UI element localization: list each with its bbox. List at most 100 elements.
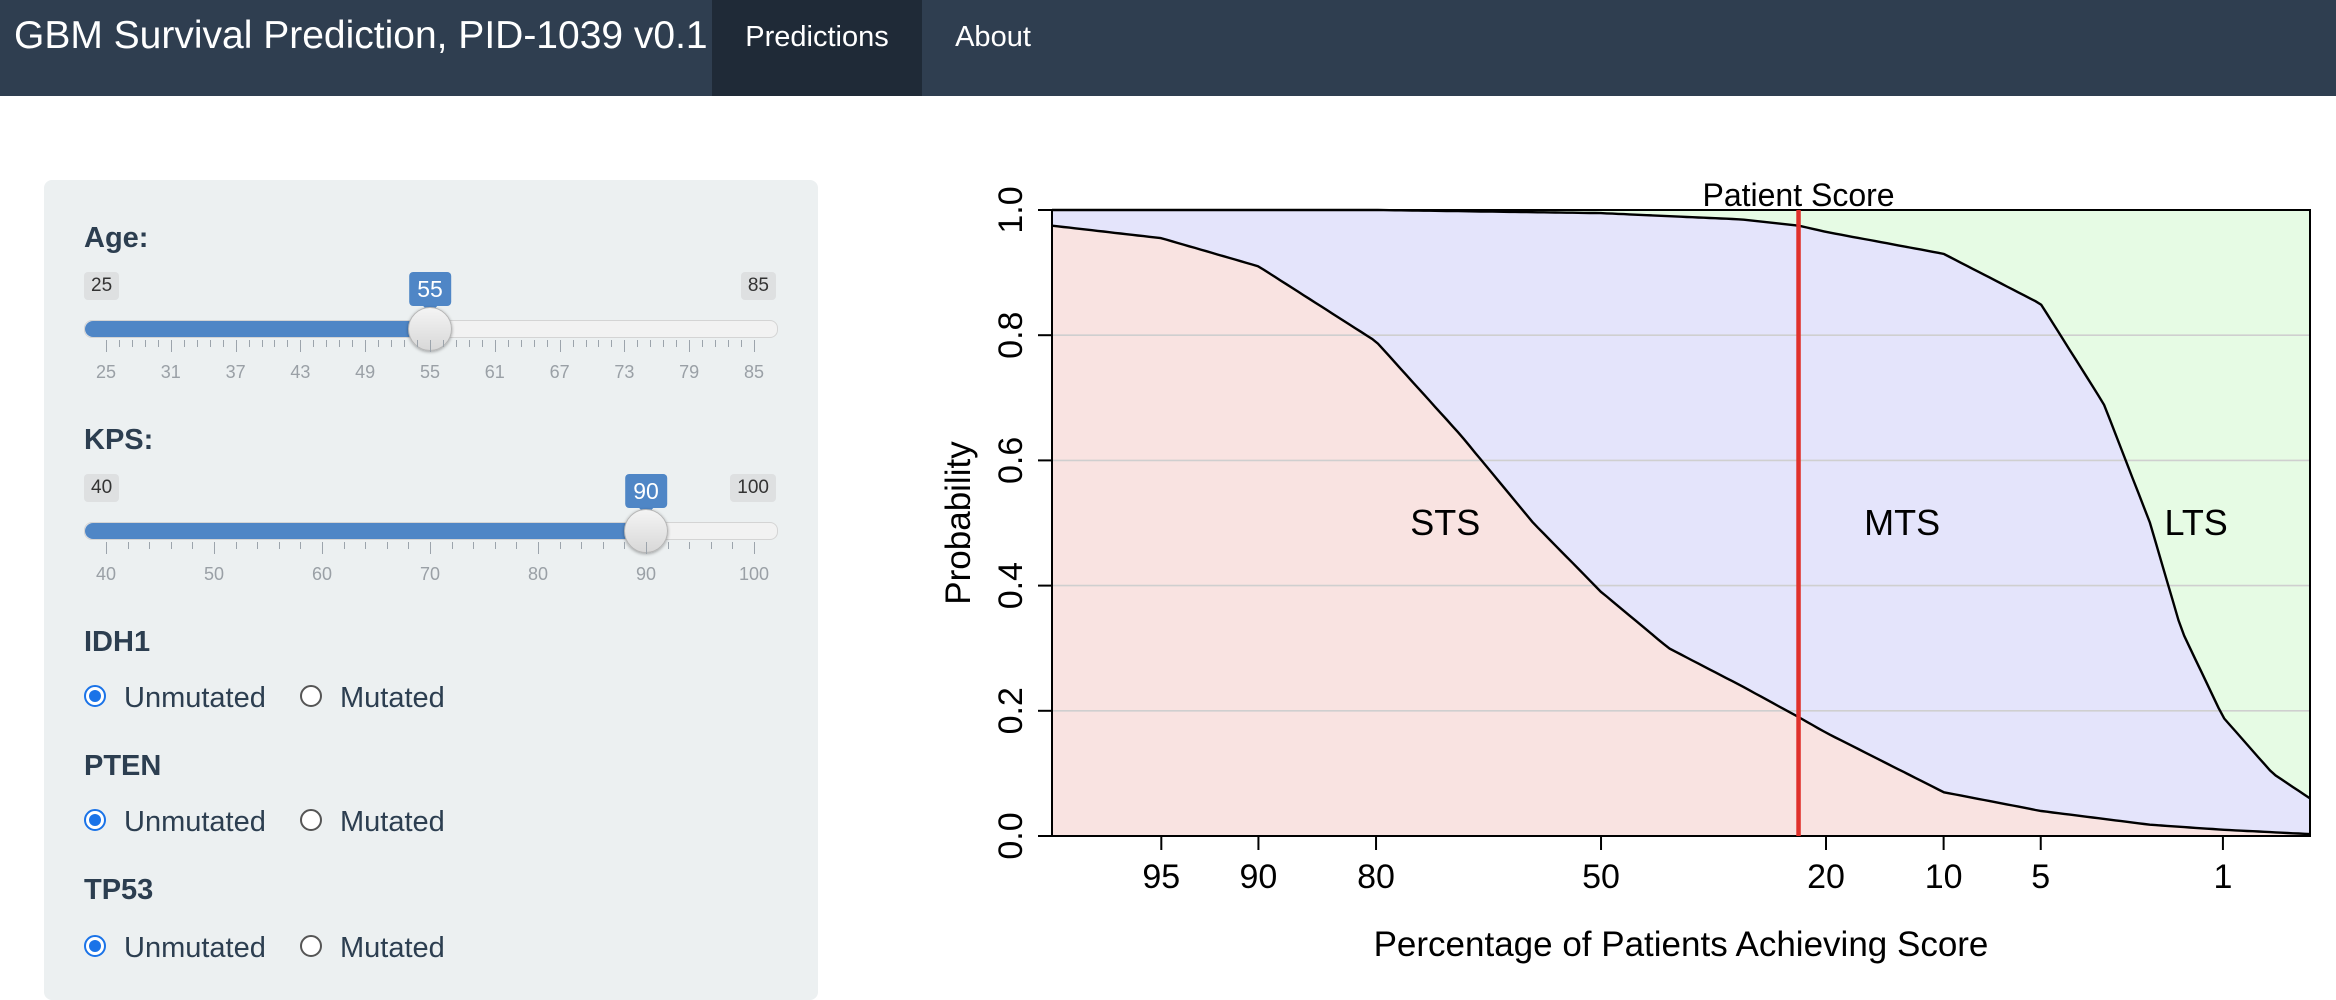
age-minor-tick xyxy=(598,340,600,347)
age-minor-tick xyxy=(417,340,419,347)
age-tick-label: 25 xyxy=(95,362,117,382)
age-minor-tick xyxy=(131,340,133,347)
tp53-label: TP53 xyxy=(84,874,154,906)
kps-major-tick xyxy=(430,542,431,554)
idh1-mutated-text: Mutated xyxy=(340,682,445,714)
survival-probability-plot: 0.0 0.2 0.4 0.6 0.8 1.0 95 90 80 50 20 10 5 1 Percenta… xyxy=(939,177,2311,964)
mts-region-label: MTS xyxy=(1864,502,1940,543)
age-tick-label: 43 xyxy=(290,362,311,382)
tp53-mutated-text: Mutated xyxy=(340,932,445,964)
kps-minor-tick xyxy=(408,542,410,549)
age-minor-tick xyxy=(520,340,522,347)
lts-region-label: LTS xyxy=(2164,502,2227,543)
kps-slider-track[interactable] xyxy=(84,522,778,540)
age-major-tick xyxy=(170,340,172,352)
kps-major-tick xyxy=(106,542,107,554)
x-tick-label: 20 xyxy=(1807,858,1845,896)
kps-tick-label: 100 xyxy=(738,564,770,584)
kps-minor-tick xyxy=(192,542,194,549)
age-minor-tick xyxy=(702,340,704,347)
age-minor-tick xyxy=(507,340,509,347)
age-minor-tick xyxy=(183,340,185,347)
y-tick-label: 0.2 xyxy=(992,687,1030,734)
age-minor-tick xyxy=(222,340,224,347)
kps-minor-tick xyxy=(278,542,280,549)
sts-mts-boundary-curve xyxy=(1051,224,2311,836)
pten-mutated-radio[interactable] xyxy=(300,809,322,831)
kps-min-label: 40 xyxy=(84,474,120,502)
age-minor-tick xyxy=(481,340,483,347)
kps-minor-tick xyxy=(343,542,345,549)
age-minor-tick xyxy=(326,340,328,347)
age-minor-tick xyxy=(196,340,198,347)
idh1-unmutated-radio[interactable] xyxy=(84,685,106,707)
tp53-unmutated-radio[interactable] xyxy=(84,935,106,957)
x-tick-label: 90 xyxy=(1240,858,1278,896)
age-tick-label: 49 xyxy=(355,362,376,382)
age-minor-tick xyxy=(663,340,665,347)
tab-about[interactable]: About xyxy=(955,21,1031,53)
x-tick-label: 10 xyxy=(1925,858,1963,896)
age-minor-tick xyxy=(339,340,341,347)
age-minor-tick xyxy=(287,340,289,347)
age-tick-label: 55 xyxy=(419,362,441,382)
pten-unmutated-radio[interactable] xyxy=(84,809,106,831)
tab-predictions[interactable]: Predictions xyxy=(712,0,922,96)
kps-minor-tick xyxy=(732,542,734,549)
age-minor-tick xyxy=(391,340,393,347)
kps-minor-tick xyxy=(473,542,475,549)
sts-region-label: STS xyxy=(1410,502,1480,543)
age-minor-tick xyxy=(261,340,263,347)
age-minor-tick xyxy=(442,340,444,347)
kps-tick-label: 40 xyxy=(95,564,117,584)
age-minor-tick xyxy=(637,340,639,347)
age-tick-label: 31 xyxy=(160,362,181,382)
idh1-unmutated-text: Unmutated xyxy=(124,682,266,714)
kps-label: KPS: xyxy=(84,424,154,456)
age-major-tick xyxy=(559,340,561,352)
age-minor-tick xyxy=(209,340,211,347)
pten-mutated-text: Mutated xyxy=(340,806,445,838)
age-slider-fill xyxy=(85,321,431,337)
age-minor-tick xyxy=(585,340,587,347)
age-minor-tick xyxy=(572,340,574,347)
age-major-tick xyxy=(494,340,496,352)
age-minor-tick xyxy=(157,340,159,347)
age-minor-tick xyxy=(144,340,146,347)
age-minor-tick xyxy=(533,340,535,347)
kps-minor-tick xyxy=(451,542,453,549)
age-tick-label: 67 xyxy=(549,362,570,382)
input-panel: Age: 25 85 55 25 31 37 43 49 55 61 67 73 79 85 KPS… xyxy=(44,180,818,1000)
y-axis-label: Probability xyxy=(939,441,978,605)
kps-tick-label: 80 xyxy=(527,564,549,584)
age-minor-tick xyxy=(352,340,354,347)
age-label: Age: xyxy=(84,222,149,254)
age-minor-tick xyxy=(650,340,652,347)
x-tick-label: 95 xyxy=(1142,858,1180,896)
kps-major-tick xyxy=(214,542,215,554)
kps-max-label: 100 xyxy=(730,474,776,502)
x-tick-label: 5 xyxy=(2031,858,2050,896)
kps-minor-tick xyxy=(667,542,669,549)
kps-major-tick xyxy=(538,542,539,554)
age-minor-tick xyxy=(404,340,406,347)
age-min-label: 25 xyxy=(84,272,120,300)
patient-score-label: Patient Score xyxy=(1702,177,1894,213)
age-major-tick xyxy=(300,340,302,352)
age-max-label: 85 xyxy=(740,272,776,300)
kps-minor-tick xyxy=(386,542,388,549)
age-major-tick xyxy=(106,340,107,352)
kps-slider-fill xyxy=(85,523,647,539)
idh1-mutated-radio[interactable] xyxy=(300,685,322,707)
age-major-tick xyxy=(365,340,367,352)
y-tick-label: 0.4 xyxy=(992,562,1030,609)
tp53-mutated-radio[interactable] xyxy=(300,935,322,957)
age-minor-tick xyxy=(676,340,678,347)
kps-minor-tick xyxy=(624,542,626,549)
kps-minor-tick xyxy=(127,542,129,549)
age-minor-tick xyxy=(274,340,276,347)
age-minor-tick xyxy=(741,340,743,347)
y-tick-label: 0.6 xyxy=(992,437,1030,484)
y-tick-label: 1.0 xyxy=(992,186,1030,233)
y-tick-label: 0.8 xyxy=(992,312,1030,359)
